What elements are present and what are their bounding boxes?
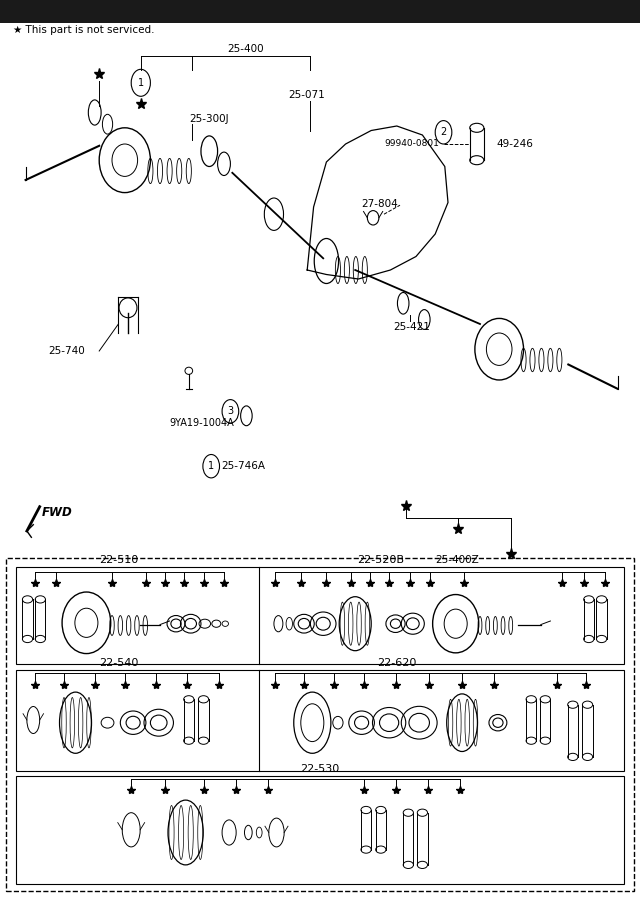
Text: 22-520B: 22-520B <box>357 555 404 565</box>
Text: 1: 1 <box>138 77 144 88</box>
Text: 22-510: 22-510 <box>99 555 138 565</box>
Bar <box>16 670 624 771</box>
Text: 25-071: 25-071 <box>288 89 324 100</box>
Text: 25-400Z: 25-400Z <box>435 554 479 565</box>
Text: 3: 3 <box>227 406 234 417</box>
Text: 25-740: 25-740 <box>48 346 84 356</box>
Text: 49-246: 49-246 <box>496 139 533 149</box>
Text: FWD: FWD <box>42 507 73 519</box>
Text: ★ This part is not serviced.: ★ This part is not serviced. <box>13 24 154 35</box>
Bar <box>0 0 640 22</box>
Text: 25-300J: 25-300J <box>189 113 228 124</box>
Text: 22-540: 22-540 <box>99 658 138 668</box>
Text: 25-400: 25-400 <box>227 44 264 55</box>
Text: 1: 1 <box>208 461 214 472</box>
Text: 25-421: 25-421 <box>394 321 431 332</box>
Bar <box>16 776 624 884</box>
Text: 25-746A: 25-746A <box>221 461 265 472</box>
Bar <box>16 567 624 664</box>
Text: 9YA19-1004A: 9YA19-1004A <box>170 418 234 428</box>
Text: 27-804: 27-804 <box>362 199 398 210</box>
Text: 22-530: 22-530 <box>300 764 340 774</box>
Text: 2: 2 <box>440 127 447 138</box>
Bar <box>6 558 634 891</box>
Text: 99940-0801: 99940-0801 <box>384 140 439 148</box>
Text: 22-620: 22-620 <box>377 658 417 668</box>
